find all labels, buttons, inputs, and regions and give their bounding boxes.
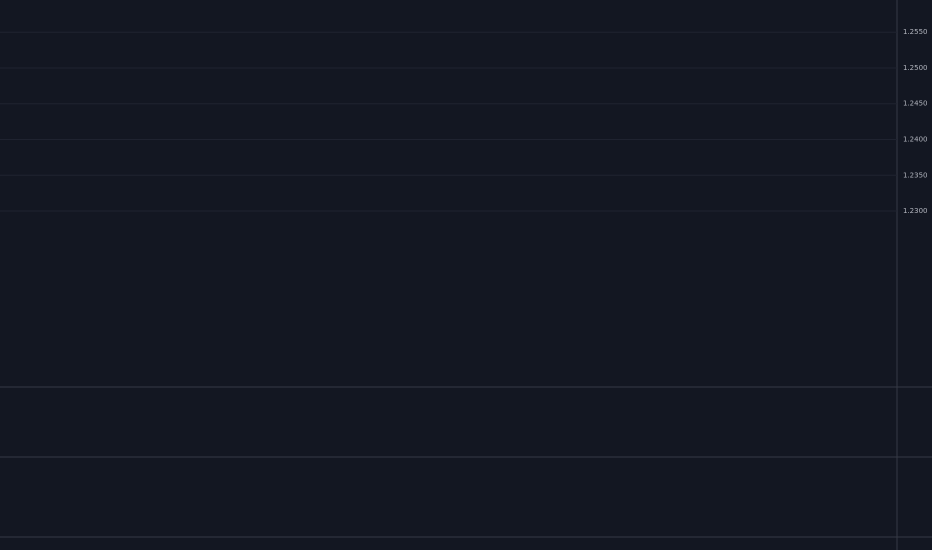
y-tick-label: 1.2450 [903,100,928,108]
y-tick-label: 1.2350 [903,171,928,179]
y-tick-label: 1.2550 [903,28,928,36]
y-tick-label: 1.2500 [903,64,928,72]
y-tick-label: 1.2300 [903,207,928,215]
y-tick-label: 1.2400 [903,135,928,143]
